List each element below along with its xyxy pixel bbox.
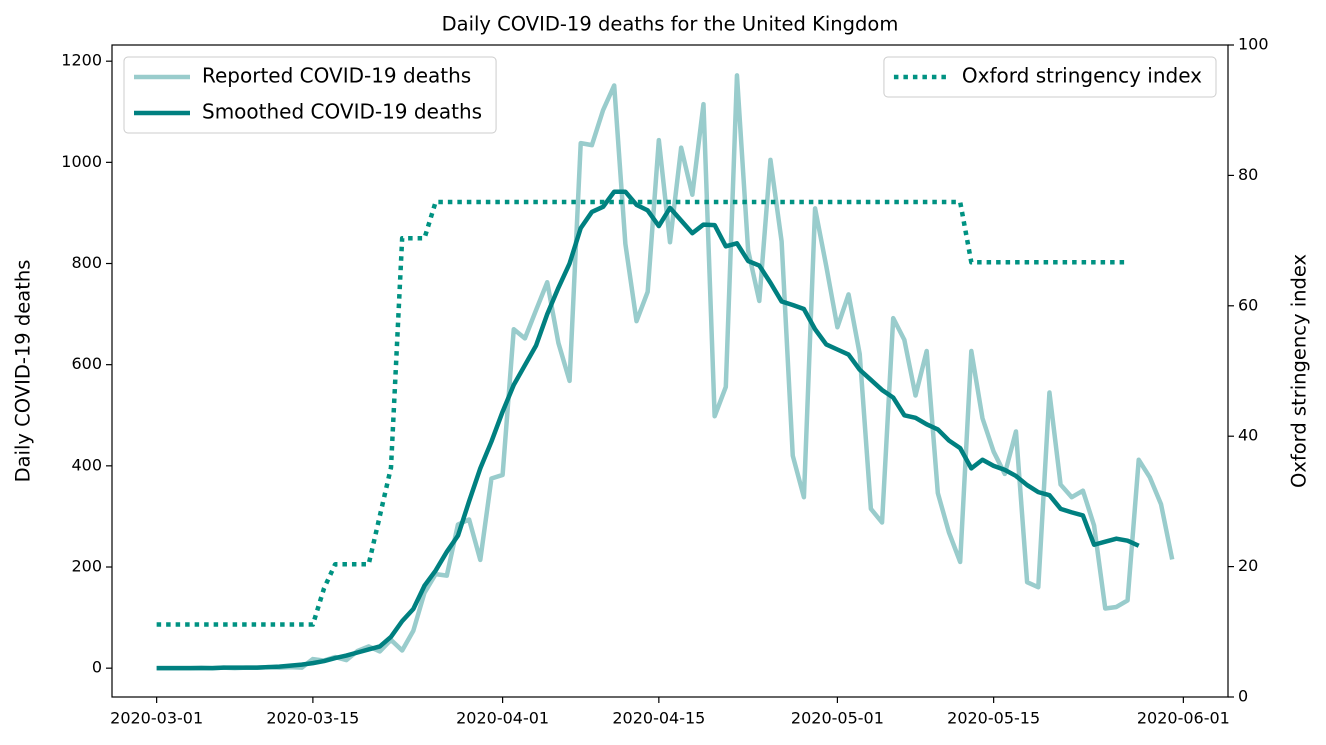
y-tick-label: 600 [71,354,102,373]
x-tick-label: 2020-04-15 [612,709,705,728]
legend-box [123,56,497,134]
legend-box [883,56,1217,98]
y2-tick-label: 0 [1238,687,1248,706]
chart-title: Daily COVID-19 deaths for the United Kin… [442,13,899,36]
y-tick-label: 200 [71,557,102,576]
y2-tick-label: 80 [1238,165,1258,184]
series-line [156,199,1128,627]
y-tick-label: 400 [71,455,102,474]
y2-tick-label: 40 [1238,426,1258,445]
y-tick-label: 800 [71,253,102,272]
y2-tick-label: 20 [1238,556,1258,575]
y-tick-label: 1200 [61,51,102,70]
legend-label: Reported COVID-19 deaths [202,64,471,88]
x-tick-label: 2020-05-15 [947,709,1040,728]
y2-tick-label: 100 [1238,35,1269,54]
x-tick-label: 2020-04-01 [456,709,549,728]
y-tick-label: 0 [92,658,102,677]
x-tick-label: 2020-06-01 [1137,709,1230,728]
y2-tick-label: 60 [1238,295,1258,314]
series-line [156,189,1140,671]
x-tick-label: 2020-05-01 [791,709,884,728]
plot-frame [111,44,1229,698]
x-tick-label: 2020-03-15 [266,709,359,728]
y-axis-label: Daily COVID-19 deaths [12,260,35,483]
x-tick-label: 2020-03-01 [110,709,203,728]
legend-label: Oxford stringency index [962,64,1202,88]
y2-axis-label: Oxford stringency index [1288,254,1311,488]
legend: Reported COVID-19 deaths Smoothed COVID-1… [123,56,497,134]
legend: Oxford stringency index [883,56,1217,98]
y-tick-label: 1000 [61,152,102,171]
legend-label: Smoothed COVID-19 deaths [202,100,482,124]
